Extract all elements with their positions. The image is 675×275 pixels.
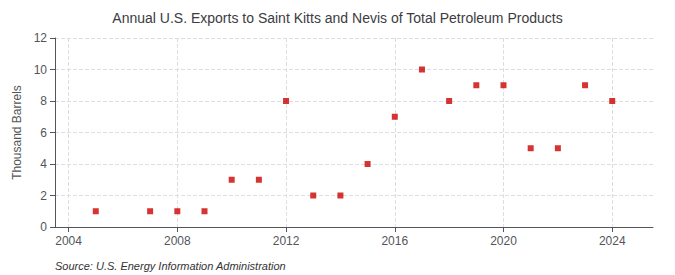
svg-text:8: 8 <box>40 94 47 108</box>
svg-text:2012: 2012 <box>273 234 300 248</box>
svg-text:2024: 2024 <box>599 234 626 248</box>
svg-text:2: 2 <box>40 189 47 203</box>
svg-text:10: 10 <box>34 63 48 77</box>
svg-text:4: 4 <box>40 157 47 171</box>
svg-text:2020: 2020 <box>490 234 517 248</box>
svg-text:12: 12 <box>34 31 48 45</box>
svg-text:6: 6 <box>40 126 47 140</box>
svg-text:Annual U.S. Exports to Saint K: Annual U.S. Exports to Saint Kitts and N… <box>112 10 562 26</box>
svg-text:Thousand Barrels: Thousand Barrels <box>10 85 24 180</box>
svg-text:2004: 2004 <box>55 234 82 248</box>
svg-text:0: 0 <box>40 220 47 234</box>
svg-text:2016: 2016 <box>381 234 408 248</box>
svg-text:2008: 2008 <box>164 234 191 248</box>
svg-text:Source: U.S. Energy Informatio: Source: U.S. Energy Information Administ… <box>55 260 286 272</box>
